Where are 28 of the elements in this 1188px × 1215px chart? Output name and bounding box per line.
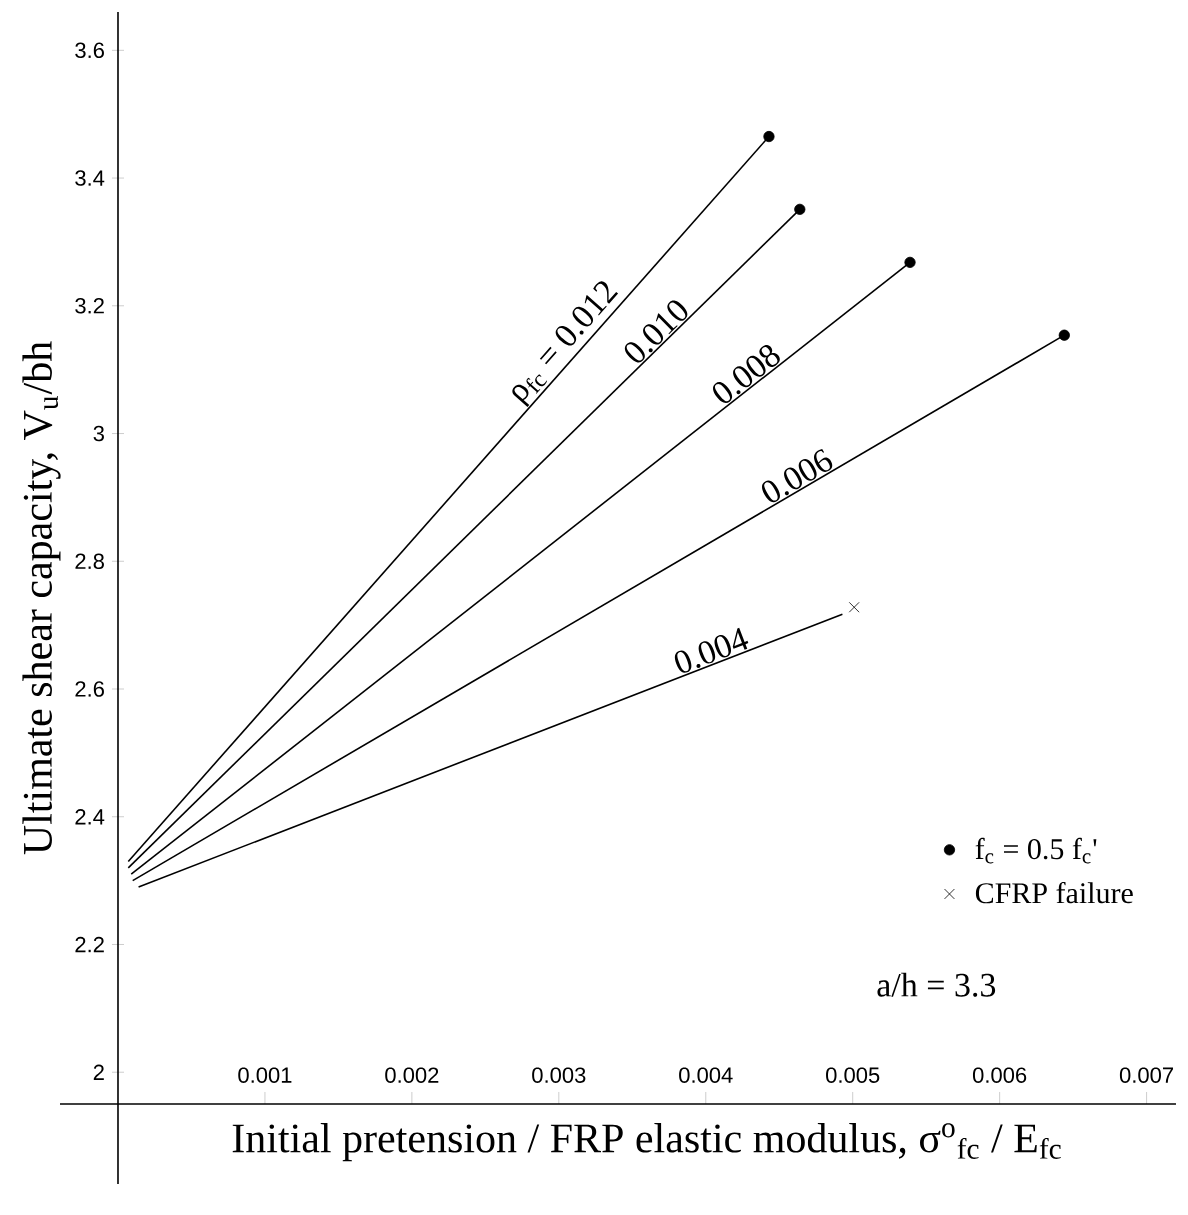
x-axis-title: Initial pretension / FRP elastic modulus, σ$^{o}$$_{fc}$ / E$_{fc}$ — [232, 1123, 1061, 1162]
x-tick-label: 0.001 — [238, 1067, 292, 1083]
point — [848, 601, 860, 613]
text: 0.006 — [762, 448, 833, 503]
y-axis-title: Ultimate shear capacity, V$_{u}$/bh — [22, 341, 61, 855]
y-tick-label: 3 — [93, 425, 104, 442]
point — [1058, 329, 1070, 341]
y-tick-label: 3.2 — [75, 298, 104, 314]
y-tick-label: 2.8 — [75, 553, 104, 570]
x-tick-label: 0.005 — [826, 1067, 880, 1083]
y-tick-label: 2.4 — [75, 809, 105, 825]
point — [794, 203, 806, 215]
x-tick-label: 0.003 — [532, 1067, 586, 1083]
legend-label: f$_{c}$ = 0.5 f$_{c}$' — [975, 837, 1097, 864]
x-tick-label: 0.002 — [385, 1067, 439, 1083]
point — [904, 256, 916, 268]
annotation: a/h = 3.3 — [877, 972, 996, 997]
x-tick-label: 0.004 — [679, 1067, 733, 1083]
text: 0.004 — [674, 627, 749, 673]
x-tick-label: 0.006 — [972, 1067, 1027, 1083]
y-tick-label: 3.4 — [75, 170, 105, 186]
x-tick-label: 0.007 — [1119, 1067, 1174, 1083]
y-tick-label: 2 — [93, 1064, 104, 1080]
y-tick-label: 2.6 — [75, 681, 104, 697]
y-tick-label: 2.2 — [75, 936, 104, 953]
y-tick-label: 3.6 — [75, 42, 104, 59]
point — [763, 130, 775, 143]
legend-label: CFRP failure — [975, 881, 1133, 904]
